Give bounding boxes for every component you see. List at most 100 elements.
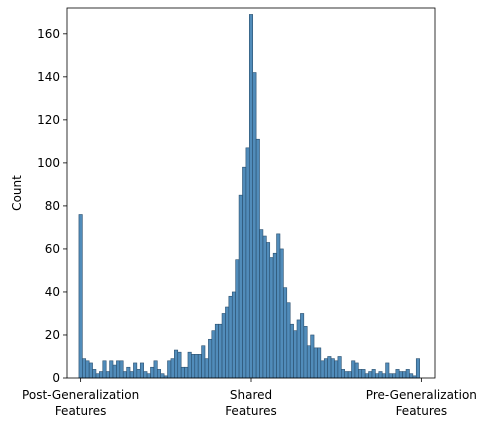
histogram-bar (259, 229, 264, 379)
histogram-bar (231, 291, 236, 379)
histogram-bar (276, 233, 281, 379)
histogram-bar (204, 358, 209, 379)
histogram-bar (112, 364, 117, 379)
y-axis-label: Count (10, 175, 24, 211)
histogram-bar (214, 323, 219, 379)
histogram-bar (392, 373, 397, 379)
histogram-bar (177, 351, 182, 379)
histogram-bar (286, 302, 291, 379)
histogram-bar (167, 360, 172, 379)
histogram-bar (105, 371, 110, 379)
histogram-bar (184, 366, 189, 379)
histogram-bar (82, 358, 87, 379)
histogram-bar (235, 259, 240, 379)
histogram-bar (358, 369, 363, 379)
histogram-bar (245, 147, 250, 379)
histogram-bar (211, 330, 216, 379)
histogram-bar (269, 257, 274, 379)
histogram-bar (371, 369, 376, 379)
histogram-bar (334, 360, 339, 379)
histogram-bar (395, 369, 400, 379)
histogram-bar (187, 351, 192, 379)
histogram-bar (340, 369, 346, 379)
histogram-bar (150, 366, 155, 379)
y-tick-label: 60 (45, 242, 60, 256)
histogram-bar (129, 371, 134, 379)
histogram-bar (194, 354, 199, 379)
histogram-bar (126, 366, 131, 379)
histogram-bar (170, 358, 175, 379)
histogram-bar (364, 373, 369, 379)
y-tick-label: 20 (45, 328, 60, 342)
histogram-bar (218, 323, 223, 379)
histogram-bar (375, 373, 380, 379)
histogram-bar (143, 371, 148, 379)
y-tick-label: 40 (45, 285, 60, 299)
histogram-bar (306, 345, 311, 379)
histogram-bar (296, 319, 301, 379)
histogram-bar (262, 235, 267, 379)
histogram-bar (347, 371, 352, 379)
histogram-bar (255, 138, 260, 379)
histogram-bar (351, 360, 356, 379)
histogram-bar (354, 362, 359, 379)
histogram-bar (378, 371, 383, 379)
histogram-bar (272, 252, 277, 379)
histogram-bar (191, 354, 196, 379)
y-tick-label: 120 (37, 113, 60, 127)
histogram-bar (405, 369, 410, 379)
y-tick-label: 80 (45, 199, 60, 213)
histogram-bar (78, 214, 83, 379)
x-axis: Post-Generalization Features Shared Feature… (22, 378, 477, 418)
histogram-bar (119, 360, 124, 379)
histogram-bar (293, 330, 298, 379)
histogram-bar (109, 360, 114, 379)
histogram-bar (279, 248, 284, 379)
histogram-bar (310, 334, 315, 379)
histogram-bar (221, 313, 226, 379)
histogram-bar (180, 366, 185, 379)
histogram-bar (330, 358, 335, 379)
histogram-bar (388, 373, 393, 379)
histogram-bar (303, 326, 308, 379)
histogram-bar (402, 371, 407, 379)
histogram-bar (242, 166, 247, 379)
histogram-bar (102, 360, 107, 379)
histogram-bar (201, 345, 206, 379)
histogram-bar (368, 371, 373, 379)
histogram-bar (317, 347, 322, 379)
histogram-bar (139, 362, 144, 379)
histogram-bar (136, 369, 141, 379)
histogram-bar (381, 373, 386, 379)
histogram-bar (99, 371, 104, 379)
histogram-bar (323, 358, 328, 379)
histogram-bar (160, 373, 165, 379)
histogram-bar (320, 360, 325, 379)
y-tick-label: 100 (37, 156, 60, 170)
histogram-bar (398, 371, 403, 379)
y-tick-label: 0 (52, 371, 60, 385)
histogram-bar (238, 194, 243, 379)
histogram-bar (283, 287, 288, 379)
histogram-bar (208, 338, 213, 379)
x-tick-label: Pre-Generalization Features (366, 388, 477, 418)
histogram-bar (344, 371, 349, 379)
histogram-bar (327, 356, 332, 379)
histogram-bar (92, 369, 97, 379)
y-tick-label: 160 (37, 27, 60, 41)
histogram-bar (153, 360, 158, 379)
histogram-bar (289, 323, 294, 379)
histogram-bar (248, 14, 254, 379)
histogram-bar (313, 347, 318, 379)
histogram-bar (95, 373, 100, 379)
histogram-bar (174, 349, 179, 379)
x-tick-label: Post-Generalization Features (22, 388, 139, 418)
histogram-bar (88, 362, 93, 379)
histogram-bar (228, 295, 233, 379)
histogram-bar (409, 373, 414, 379)
histogram-bar (146, 373, 151, 379)
histogram-bars (78, 14, 420, 379)
histogram-bar (252, 72, 257, 379)
histogram-bar (415, 358, 420, 379)
